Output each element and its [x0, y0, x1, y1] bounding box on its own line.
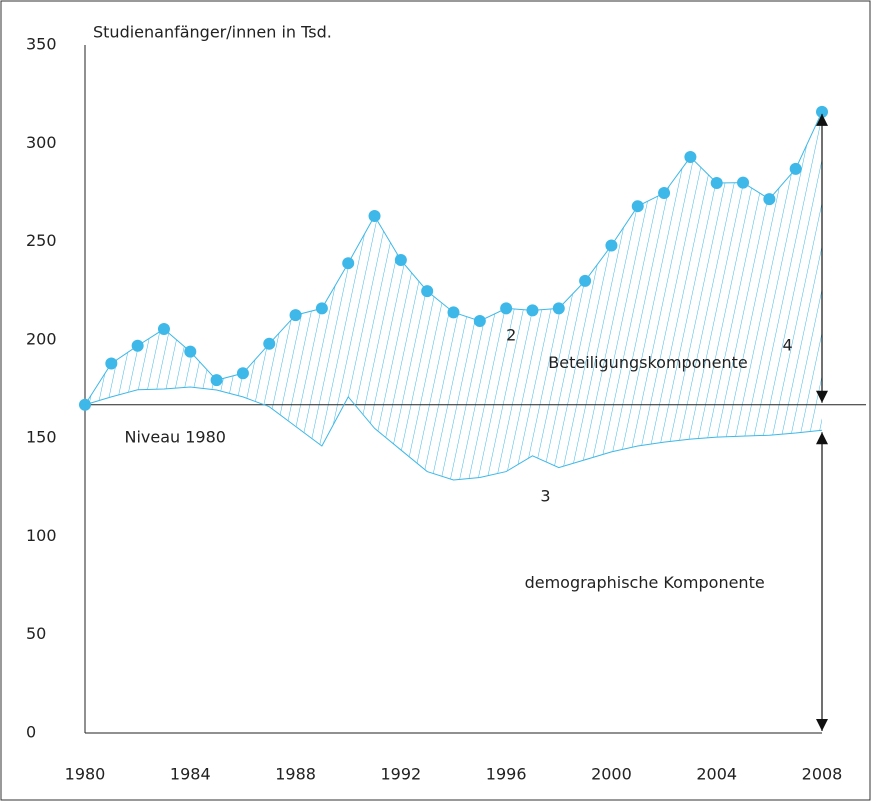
data-point	[658, 187, 671, 200]
data-point	[579, 274, 592, 287]
data-point	[342, 257, 355, 270]
y-tick-label: 0	[26, 723, 36, 742]
annotation: 3	[540, 487, 550, 506]
y-tick-label: 100	[26, 526, 57, 545]
axis-title: Studienanfänger/innen in Tsd.	[93, 23, 332, 42]
data-point	[394, 254, 407, 267]
data-point	[473, 314, 486, 327]
y-tick-label: 200	[26, 329, 57, 348]
data-point	[210, 374, 223, 387]
data-point	[631, 200, 644, 213]
x-tick-label: 1992	[380, 765, 421, 784]
hatched-area	[85, 111, 822, 481]
x-tick-label: 1980	[65, 765, 106, 784]
annotation: Beteiligungskomponente	[548, 353, 747, 372]
data-point	[236, 367, 249, 380]
x-tick-label: 2008	[802, 765, 843, 784]
data-point	[763, 193, 776, 206]
annotation: 4	[783, 335, 793, 354]
data-point	[421, 285, 434, 298]
x-tick-label: 2000	[591, 765, 632, 784]
data-point	[289, 309, 302, 322]
annotation: demographische Komponente	[525, 573, 765, 592]
data-point	[789, 162, 802, 175]
y-tick-label: 50	[26, 624, 46, 643]
data-point	[105, 357, 118, 370]
series-line	[84, 386, 823, 481]
x-tick-label: 1996	[486, 765, 527, 784]
data-point	[684, 151, 697, 164]
y-tick-label: 250	[26, 231, 57, 250]
y-tick-label: 350	[26, 35, 57, 54]
data-point	[447, 306, 460, 319]
data-point	[605, 239, 618, 252]
x-tick-label: 1984	[170, 765, 211, 784]
data-point	[157, 323, 170, 336]
annotation: Niveau 1980	[124, 428, 225, 447]
data-point	[500, 302, 513, 315]
data-point	[737, 176, 750, 189]
data-point	[184, 345, 197, 358]
data-point	[131, 339, 144, 352]
data-point	[710, 176, 723, 189]
data-point	[368, 210, 381, 223]
data-point	[526, 304, 539, 317]
data-point	[315, 302, 328, 315]
y-tick-label: 300	[26, 133, 57, 152]
x-tick-label: 1988	[275, 765, 316, 784]
data-point	[263, 337, 276, 350]
y-tick-label: 150	[26, 428, 57, 447]
data-point	[552, 302, 565, 315]
x-tick-label: 2004	[696, 765, 737, 784]
annotation: 2	[506, 325, 516, 344]
